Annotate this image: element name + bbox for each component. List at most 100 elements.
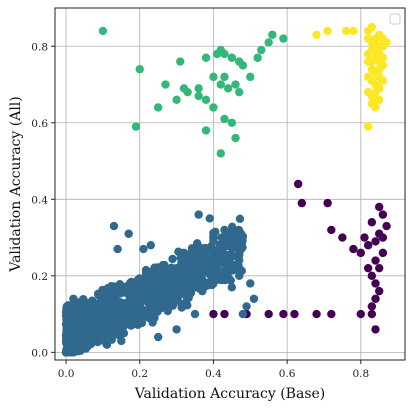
scatter-point-series-1 — [107, 332, 116, 341]
scatter-point-series-0 — [378, 210, 388, 219]
scatter-point-series-2 — [220, 49, 229, 59]
scatter-point-series-1 — [69, 340, 78, 349]
scatter-point-series-1 — [209, 279, 218, 288]
scatter-point-series-1 — [85, 318, 94, 328]
scatter-point-series-3 — [363, 49, 373, 59]
scatter-point-series-1 — [179, 248, 189, 258]
scatter-point-series-3 — [363, 122, 373, 131]
scatter-point-series-1 — [82, 309, 91, 319]
scatter-point-series-0 — [378, 233, 388, 242]
scatter-point-series-0 — [209, 309, 218, 319]
scatter-point-series-0 — [363, 263, 373, 273]
scatter-point-series-1 — [194, 210, 203, 219]
scatter-point-series-0 — [375, 202, 384, 212]
scatter-point-series-1 — [242, 302, 251, 311]
scatter-point-series-1 — [210, 268, 219, 278]
scatter-point-series-1 — [113, 307, 123, 316]
scatter-point-series-0 — [360, 233, 369, 242]
scatter-point-series-2 — [201, 95, 211, 105]
scatter-point-series-1 — [168, 254, 177, 264]
scatter-point-series-2 — [98, 26, 108, 36]
scatter-point-series-0 — [349, 244, 358, 254]
scatter-point-series-1 — [177, 299, 186, 309]
scatter-point-series-2 — [227, 118, 237, 127]
scatter-point-series-0 — [371, 325, 380, 334]
scatter-point-series-2 — [131, 122, 141, 131]
x-tick-label: 0.6 — [279, 368, 296, 380]
scatter-point-series-1 — [235, 271, 244, 281]
scatter-point-series-2 — [201, 126, 211, 135]
scatter-point-series-1 — [201, 248, 211, 258]
scatter-point-series-2 — [135, 65, 144, 74]
scatter-point-series-2 — [257, 45, 266, 55]
scatter-point-series-2 — [235, 87, 244, 97]
x-axis-label: Validation Accuracy (Base) — [134, 386, 326, 402]
scatter-point-series-3 — [341, 26, 351, 36]
scatter-point-series-2 — [231, 80, 240, 89]
scatter-point-series-2 — [161, 80, 170, 89]
plot-frame — [54, 7, 406, 361]
x-axis-ticks: 0.0 0.2 0.4 0.6 0.8 — [58, 360, 369, 380]
scatter-point-series-3 — [375, 65, 384, 74]
scatter-point-series-1 — [102, 340, 112, 349]
scatter-point-series-1 — [117, 336, 126, 346]
scatter-point-series-1 — [91, 336, 100, 346]
scatter-point-series-1 — [227, 283, 237, 292]
scatter-point-series-3 — [378, 53, 388, 62]
scatter-point-series-0 — [279, 309, 288, 319]
scatter-point-series-0 — [371, 294, 380, 303]
scatter-point-series-1 — [234, 225, 244, 235]
scatter-point-series-0 — [327, 225, 336, 235]
scatter-point-series-1 — [201, 260, 210, 270]
scatter-point-series-0 — [264, 309, 273, 319]
scatter-point-series-1 — [132, 307, 141, 316]
scatter-point-series-1 — [146, 241, 155, 250]
scatter-point-series-1 — [159, 283, 169, 293]
scatter-point-series-0 — [371, 237, 380, 246]
scatter-point-series-0 — [290, 309, 299, 319]
scatter-point-series-0 — [371, 279, 380, 288]
scatter-point-series-1 — [76, 302, 85, 311]
scatter-point-series-1 — [205, 214, 214, 223]
scatter-point-series-1 — [155, 265, 165, 275]
scatter-point-series-2 — [246, 72, 255, 82]
scatter-point-series-1 — [93, 320, 102, 329]
x-tick-label: 0.2 — [131, 368, 148, 380]
scatter-point-series-0 — [297, 198, 307, 208]
legend-box — [389, 13, 401, 25]
scatter-point-series-3 — [375, 95, 384, 105]
scatter-point-series-1 — [117, 329, 127, 338]
scatter-point-series-1 — [132, 316, 141, 325]
scatter-point-series-2 — [264, 38, 273, 47]
scatter-point-series-2 — [194, 91, 203, 101]
scatter-point-series-1 — [198, 286, 207, 296]
scatter-point-series-0 — [378, 248, 388, 258]
scatter-point-series-0 — [382, 221, 391, 231]
scatter-point-series-1 — [227, 263, 237, 273]
scatter-point-series-0 — [338, 233, 347, 242]
scatter-point-series-1 — [120, 282, 129, 292]
scatter-point-series-1 — [148, 278, 157, 288]
scatter-point-series-0 — [367, 218, 377, 227]
scatter-point-series-1 — [172, 325, 181, 334]
scatter-point-series-2 — [231, 133, 240, 143]
scatter-point-series-3 — [371, 87, 380, 97]
scatter-point-series-1 — [102, 305, 112, 315]
scatter-point-series-1 — [224, 273, 233, 282]
scatter-point-series-1 — [123, 319, 132, 328]
y-axis-ticks: 0.0 0.2 0.4 0.6 0.8 — [31, 41, 55, 359]
scatter-point-series-2 — [253, 53, 262, 62]
scatter-point-series-1 — [139, 244, 148, 254]
scatter-point-series-2 — [227, 53, 237, 62]
scatter-point-series-1 — [71, 317, 80, 326]
scatter-point-series-1 — [69, 294, 78, 303]
scatter-point-series-3 — [367, 22, 377, 32]
scatter-point-series-3 — [371, 34, 380, 43]
scatter-point-series-3 — [378, 76, 388, 85]
scatter-point-series-3 — [349, 26, 358, 36]
scatter-point-series-1 — [168, 301, 178, 310]
scatter-point-series-1 — [104, 319, 113, 328]
y-axis-label: Validation Accuracy (All) — [8, 96, 24, 272]
x-tick-label: 0.0 — [58, 368, 75, 380]
scatter-point-series-1 — [246, 279, 255, 288]
